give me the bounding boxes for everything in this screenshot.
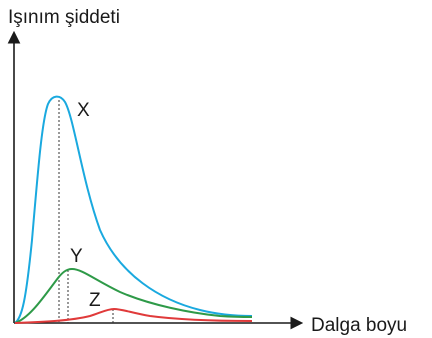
curve-label-y: Y — [70, 246, 83, 267]
curve-label-x: X — [77, 100, 90, 121]
y-axis-label: Işınım şiddeti — [8, 7, 120, 28]
curve-z — [14, 307, 253, 324]
curve-y — [14, 267, 253, 324]
x-axis-label: Dalga boyu — [311, 315, 407, 336]
curve-label-z: Z — [89, 290, 101, 311]
curve-x — [14, 95, 253, 324]
